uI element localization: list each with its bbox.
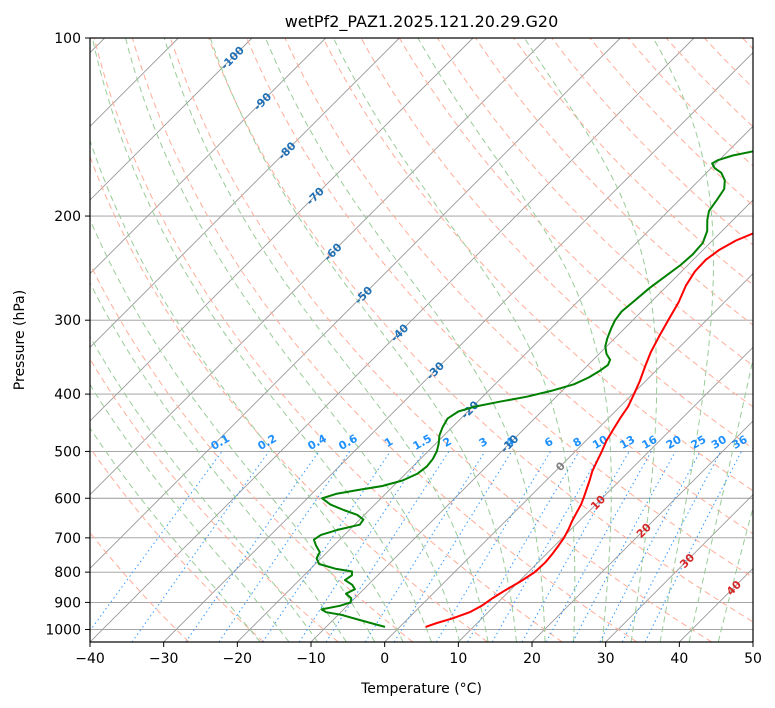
moist-adiabat: [90, 139, 404, 642]
x-tick-label: 10: [449, 651, 467, 667]
y-tick-label: 800: [54, 565, 81, 581]
x-tick-label: 0: [380, 651, 389, 667]
axes: −40 −30 −20 −10 0 10 20 30 40 50 100 200 300 400 500 60…: [45, 31, 762, 667]
dry-adiabat: [90, 446, 264, 642]
moist-adiabat: [163, 38, 489, 642]
dry-adiabat: [513, 38, 753, 286]
mixing-ratio-line: [393, 451, 513, 642]
mixing-ratio-line: [185, 451, 320, 642]
y-tick-label: 600: [54, 491, 81, 507]
mixing-ratio-line: [467, 451, 580, 642]
dry-adiabat: [360, 38, 753, 450]
temperature-line: [425, 232, 753, 628]
x-tick-label: −10: [296, 651, 326, 667]
moist-adiabat: [332, 38, 576, 642]
y-tick-label: 900: [54, 595, 81, 611]
x-tick-label: 30: [597, 651, 615, 667]
y-tick-label: 500: [54, 444, 81, 460]
mixing-ratio-line: [644, 451, 742, 642]
mixing-ratio-line: [218, 451, 351, 642]
y-tick-label: 300: [54, 313, 81, 329]
isotherm-line: [90, 38, 400, 348]
x-tick-label: −40: [75, 651, 105, 667]
moist-adiabat: [90, 335, 319, 642]
dry-adiabat: [322, 38, 753, 492]
moist-adiabat: [209, 38, 517, 642]
dry-adiabat: [398, 38, 753, 408]
chart-title: wetPf2_PAZ1.2025.121.20.29.G20: [285, 12, 559, 32]
isotherm-line: [90, 38, 695, 642]
isotherm-line: [163, 52, 753, 642]
dewpoint-line: [312, 150, 753, 628]
moist-adiabat: [125, 38, 461, 642]
moist-adiabat: [91, 38, 432, 642]
moist-adiabat: [652, 38, 714, 642]
isotherm-line: [90, 38, 326, 275]
moist-adiabat: [265, 38, 546, 642]
isotherm-line: [237, 125, 753, 642]
dry-adiabat: [475, 38, 753, 326]
isotherm-line: [458, 346, 753, 642]
moist-adiabat: [523, 38, 658, 642]
mixing-ratio-line: [325, 451, 450, 642]
dry-adiabat: [627, 38, 753, 167]
x-tick-label: 40: [670, 651, 688, 667]
dry-adiabat: [90, 262, 414, 642]
y-tick-label: 100: [54, 31, 81, 47]
x-tick-label: 20: [523, 651, 541, 667]
dry-adiabat: [131, 38, 638, 642]
mixing-ratio-line: [364, 451, 486, 642]
isotherm-line: [90, 38, 474, 422]
y-tick-label: 1000: [45, 622, 81, 638]
y-tick-label: 700: [54, 531, 81, 547]
plot-frame: [89, 37, 754, 643]
moist-adiabat: [90, 383, 290, 642]
mixing-ratio-line: [572, 451, 676, 642]
x-tick-label: 50: [744, 651, 762, 667]
moist-adiabat: [90, 281, 347, 642]
dry-adiabat: [246, 38, 753, 578]
isotherm-line: [605, 494, 753, 642]
isotherm-line: [90, 38, 253, 201]
x-tick-label: −20: [223, 651, 253, 667]
dry-adiabat: [93, 38, 563, 642]
isotherm-line: [90, 38, 621, 569]
moist-adiabat: [417, 38, 612, 642]
y-tick-label: 400: [54, 387, 81, 403]
isotherm-line: [384, 273, 753, 642]
isotherm-line: [531, 420, 753, 642]
moist-adiabat: [717, 506, 753, 642]
y-tick-label: 200: [54, 209, 81, 225]
background-lines: [90, 38, 753, 642]
isotherm-line: [90, 38, 547, 496]
mixing-ratio-line: [131, 451, 270, 642]
mixing-ratio-line: [262, 451, 391, 642]
mixing-ratio-line: [298, 451, 425, 642]
moist-adiabat: [90, 427, 261, 642]
dry-adiabat: [208, 38, 753, 623]
y-axis-label: Pressure (hPa): [12, 290, 28, 390]
profile-lines: [312, 150, 753, 628]
x-tick-label: −30: [149, 651, 179, 667]
moist-adiabat: [688, 356, 753, 642]
moist-adiabat: [90, 218, 376, 642]
mixing-ratio-line: [545, 451, 652, 642]
x-axis-label: Temperature (°C): [360, 681, 482, 697]
